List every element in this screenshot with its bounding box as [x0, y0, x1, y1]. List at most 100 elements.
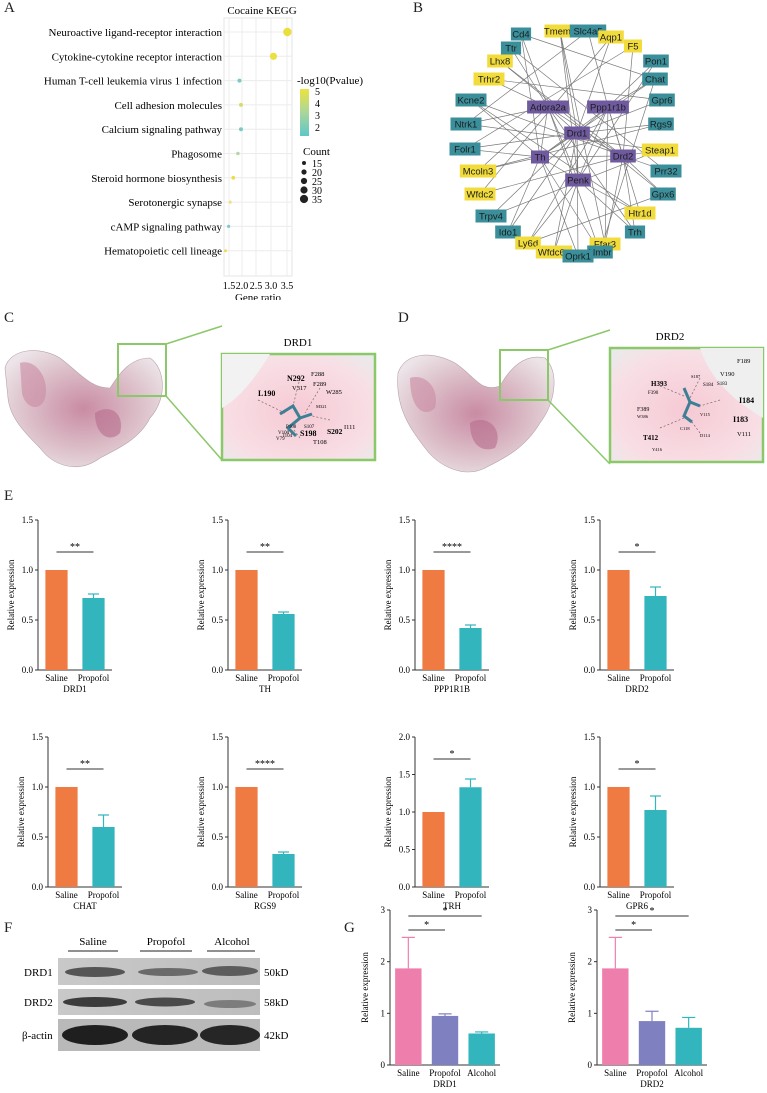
network-node-label: Mcoln3 [463, 167, 494, 178]
residue-label: V79 [276, 437, 285, 442]
kegg-x-tick: 3.0 [265, 281, 278, 292]
size-legend-dot [300, 177, 308, 185]
network-node: Prr32 [650, 164, 682, 178]
kegg-x-tick: 2.0 [236, 281, 249, 292]
network-node: Oprk1 [562, 249, 594, 263]
kegg-dot [224, 249, 228, 253]
residue-label: T412 [643, 434, 659, 442]
band-size-drd2: 58kD [264, 997, 289, 1009]
network-node: Nmbr [587, 245, 613, 259]
network-node-box [562, 249, 594, 263]
network-node-label: Wfdc6a [538, 248, 571, 259]
network-node-box [569, 24, 607, 38]
y-axis-label: Relative expression [568, 776, 578, 847]
network-node: Kcne2 [455, 93, 487, 107]
network-edge [527, 193, 664, 244]
network-node: Chat [642, 72, 668, 86]
residue-label: V190 [720, 371, 734, 378]
bar-chart-drd1: 0.0 0.5 1.0 1.5 Relative expression Saline Pro… [6, 515, 112, 694]
bar [395, 968, 422, 1065]
residue-label: T108 [313, 439, 327, 446]
network-node-label: Penk [567, 176, 589, 187]
network-node: Trh [624, 225, 646, 239]
network-edge [577, 179, 636, 233]
color-legend-bar [300, 89, 309, 136]
y-tick-label: 0.5 [584, 615, 596, 625]
panel-label-g: G [344, 920, 355, 936]
network-node: Ido1 [495, 225, 521, 239]
bar [82, 598, 105, 670]
y-tick-label: 1.0 [32, 782, 44, 792]
category-label: Propofol [636, 1068, 668, 1078]
network-node-label: Trhr2 [478, 75, 500, 86]
residue-label: I184 [739, 396, 754, 405]
network-node: Steap1 [641, 143, 679, 157]
network-edge [470, 99, 624, 157]
network-node-box [459, 164, 497, 178]
kegg-dot-plot: Cocaine KEGG Neuroactive ligand-receptor… [44, 5, 363, 300]
network-node: Tmem7 [544, 24, 576, 38]
y-tick-label: 0.5 [22, 615, 34, 625]
size-legend-tick: 30 [312, 186, 322, 197]
y-tick-label: 0.0 [399, 882, 411, 892]
bar [422, 812, 445, 887]
bar [638, 1021, 666, 1065]
network-node-box [643, 54, 669, 68]
network-node-box [624, 225, 646, 239]
category-label: Propofol [268, 673, 300, 683]
network-node-box [648, 117, 674, 131]
gene-label: TRH [443, 901, 462, 910]
bar [468, 1033, 495, 1065]
bar-chart-chat: 0.0 0.5 1.0 1.5 Relative expression Saline Pro… [16, 732, 122, 910]
network-edge [477, 106, 549, 172]
category-label: Propofol [268, 890, 300, 900]
network-edge [520, 33, 656, 80]
bar [459, 628, 482, 670]
network-node: Aqp1 [598, 30, 624, 44]
drd2-binding-pocket [608, 346, 765, 464]
bar [55, 787, 78, 887]
residue-label: C118 [680, 426, 690, 431]
sig-marker: * [424, 920, 429, 931]
bar [675, 1027, 702, 1065]
network-node-label: Adora2a [530, 103, 567, 114]
y-tick-label: 0.0 [22, 665, 34, 675]
kegg-term-label: Human T-cell leukemia virus 1 infection [44, 76, 223, 88]
residue-label: W285 [326, 389, 342, 396]
residue-label: S198 [300, 429, 316, 438]
y-axis-label: Relative expression [6, 559, 16, 630]
size-legend-dot [300, 186, 308, 194]
y-axis-label: Relative expression [567, 952, 577, 1023]
gene-label: DRD2 [625, 684, 649, 694]
kegg-dot [269, 52, 278, 60]
residue-label: V317 [292, 385, 307, 392]
bar [431, 1015, 459, 1065]
y-tick-label: 1 [381, 1008, 386, 1018]
network-edge [479, 36, 612, 195]
network-node-label: Pon1 [645, 57, 667, 68]
network-node: Ntrk1 [450, 117, 482, 131]
sig-marker: * [650, 906, 655, 917]
kegg-plot-area [223, 17, 293, 277]
kegg-dot [283, 27, 292, 37]
y-tick-label: 0.5 [212, 832, 224, 842]
network-node-box [565, 173, 591, 187]
network-node-box [464, 187, 496, 201]
category-label: Propofol [640, 673, 672, 683]
y-tick-label: 0.5 [584, 832, 596, 842]
y-tick-label: 1.0 [584, 565, 596, 575]
category-label: Saline [45, 673, 68, 683]
lane-label-alcohol: Alcohol [214, 936, 249, 948]
bar [45, 570, 68, 670]
drd1-ligand [279, 403, 313, 438]
color-legend-tick: 4 [315, 99, 320, 110]
drd2-protein-surface [397, 354, 555, 473]
network-node-box [531, 150, 549, 164]
network-node: Th [531, 150, 549, 164]
gene-label: DRD2 [640, 1079, 664, 1089]
network-node-label: Drd2 [613, 152, 634, 163]
network-node-label: Gpr6 [651, 96, 672, 107]
network-node-box [624, 206, 656, 220]
category-label: Propofol [78, 673, 110, 683]
